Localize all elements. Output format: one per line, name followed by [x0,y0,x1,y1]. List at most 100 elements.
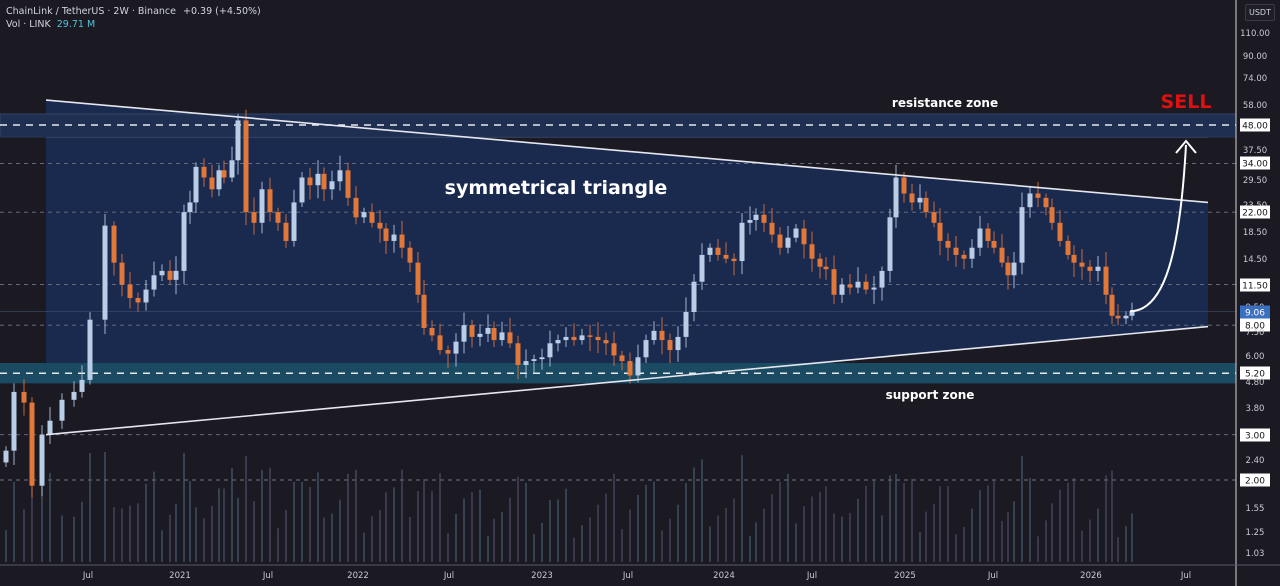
candle [71,391,77,400]
candle [809,244,815,259]
symbol-row: ChainLink / TetherUS · 2W · Binance +0.3… [6,5,261,18]
level-price-label: 34.00 [1242,160,1268,170]
candle [761,214,767,223]
candle [353,197,359,218]
candle [235,120,241,161]
time-tick-label: Jul [806,571,817,581]
time-tick-label: 2022 [347,571,369,581]
candle [383,228,389,241]
pattern-label: symmetrical triangle [445,177,668,199]
candle [1005,262,1011,276]
candle [143,289,149,303]
candle [977,228,983,248]
currency-button[interactable]: USDT [1245,4,1275,21]
time-tick-label: Jul [987,571,998,581]
candle [159,270,165,276]
candle [291,202,297,241]
candle [345,170,351,198]
candle [201,166,207,178]
candle [259,189,265,223]
candle [461,325,467,342]
candle [507,332,513,344]
candle [531,359,537,362]
volume-row: Vol · LINK 29.71 M [6,18,261,31]
price-tick-label: 1.25 [1246,528,1265,538]
candle [59,399,65,421]
candle [887,217,893,271]
level-price-badge [1240,278,1270,292]
candle [923,197,929,213]
candle [659,330,665,341]
candle [102,225,108,320]
candle [777,234,783,248]
candle [739,222,745,262]
price-tick-label: 18.50 [1243,228,1267,238]
candle [991,240,997,248]
price-tick-label: 29.50 [1243,176,1267,186]
candle [361,212,367,218]
candle [985,228,991,241]
candle [619,355,625,362]
lower-trendline[interactable] [45,325,1209,436]
volume-label: Vol · LINK [6,19,51,30]
candle [429,327,435,336]
candle [539,357,545,360]
level-price-badge [1240,473,1270,487]
candle [643,340,649,358]
candle [315,173,321,186]
candle [307,177,313,186]
price-tick-label: 2.40 [1246,456,1265,466]
candle [251,212,257,223]
price-change: +0.39 (+4.50%) [183,6,261,17]
candle [715,247,721,255]
symbol-title[interactable]: ChainLink / TetherUS · 2W · Binance [6,6,176,17]
support-label: support zone [886,388,975,402]
candle [11,391,17,451]
time-axis[interactable]: Jul 2021 Jul 2022 Jul 2023 Jul 2024 Jul 2025 Jul 20… [82,571,1191,581]
candle [135,298,141,303]
candle [1011,262,1017,276]
candle [445,350,451,354]
candle [839,284,845,295]
candle [707,247,713,255]
price-axis[interactable]: 110.00 90.00 74.00 58.00 48.00 37.50 34.00 29.5… [1240,29,1270,559]
candle [651,330,657,341]
projection-arrow [1129,144,1187,313]
candle [547,343,553,358]
candle [329,181,335,190]
volume-bars [5,452,1133,562]
candle [221,170,227,178]
level-price-label: 22.00 [1242,209,1268,219]
candle [399,234,405,248]
candle [831,269,837,295]
candle [21,391,27,403]
candle [863,281,869,290]
candle [377,222,383,229]
candle [579,335,585,341]
level-price-badge [1240,318,1270,332]
time-tick-label: 2023 [531,571,553,581]
candle [229,160,235,178]
candle [801,228,807,245]
time-tick-label: Jul [1180,571,1191,581]
candle [871,287,877,290]
candle [961,254,967,259]
price-tick-label: 37.50 [1243,146,1267,156]
current-price-badge [1240,305,1270,319]
candle [391,234,397,241]
candle [299,177,305,203]
sell-signal-label: SELL [1161,91,1212,113]
price-tick-label: 14.50 [1243,255,1267,265]
candle [901,177,907,194]
horizontal-levels [0,124,1236,481]
candle [1103,266,1109,295]
current-price-label: 9.06 [1245,309,1265,319]
level-price-badge [1240,205,1270,219]
candle [1057,222,1063,241]
candle [1129,311,1135,316]
upper-trendline[interactable] [45,99,1209,204]
candle [39,434,45,486]
level-price-badge [1240,366,1270,380]
